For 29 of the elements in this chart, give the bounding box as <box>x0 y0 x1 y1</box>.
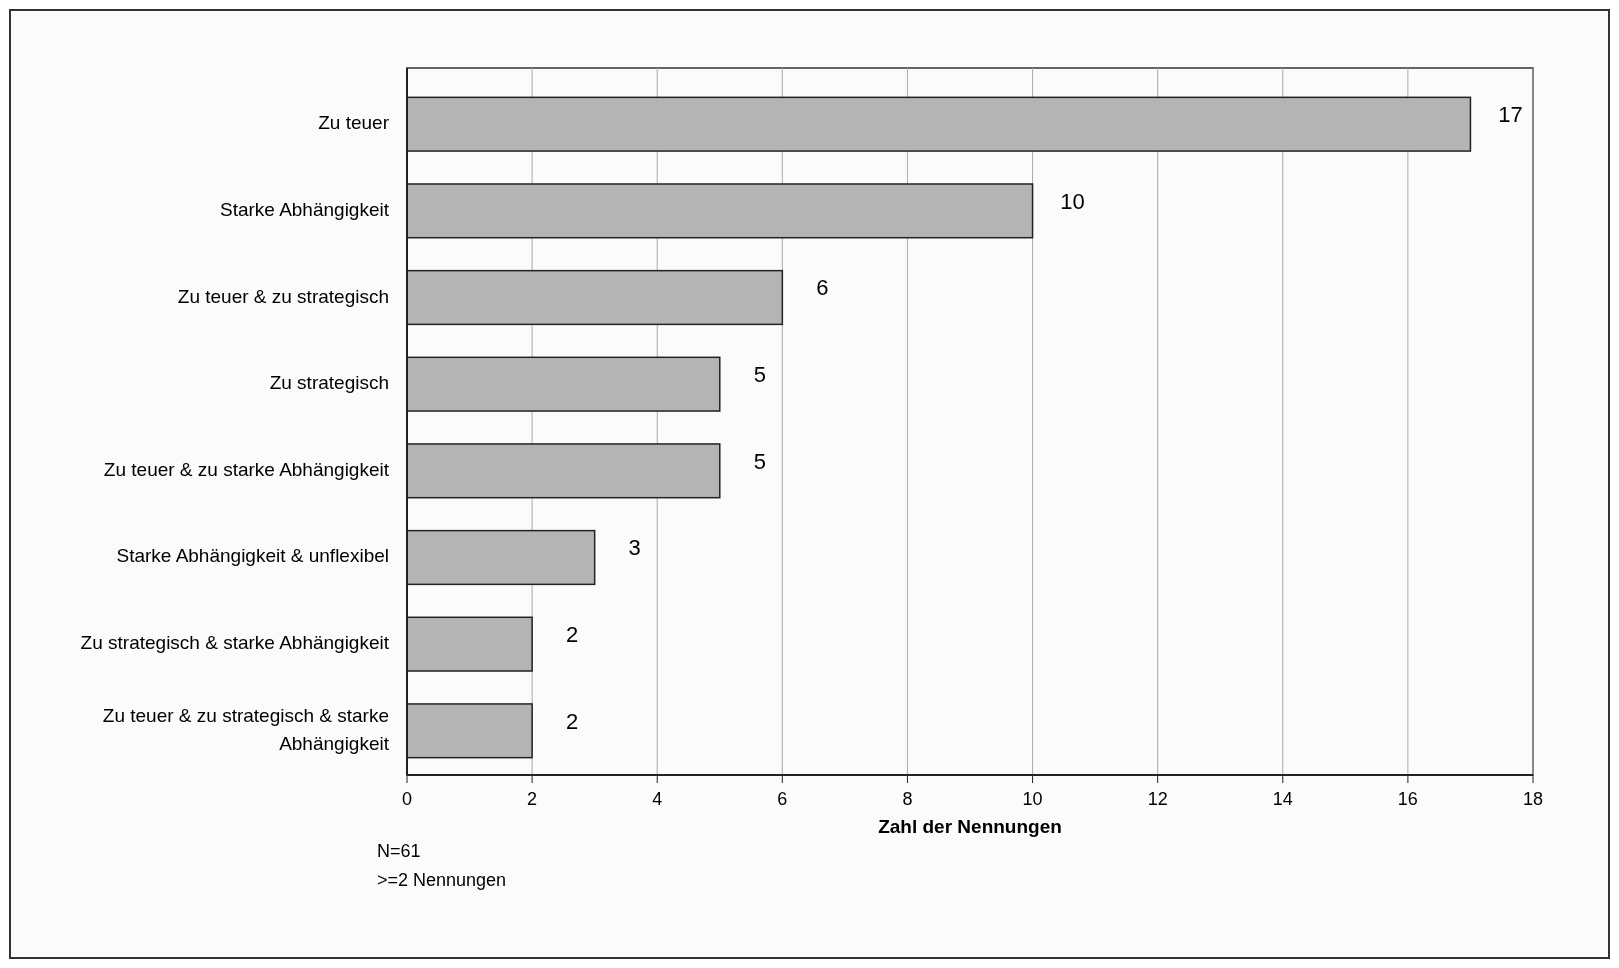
x-tick-label: 12 <box>1147 789 1168 809</box>
x-tick-label: 14 <box>1272 789 1293 809</box>
y-tick-label: Zu teuer & zu starke Abhängigkeit <box>103 458 390 480</box>
data-label: 10 <box>1060 188 1085 214</box>
text: N=61 <box>377 841 421 861</box>
text: >=2 Nennungen <box>377 870 507 890</box>
data-label: 5 <box>753 448 766 474</box>
y-tick-label: Zu strategisch & starke Abhängigkeit <box>80 632 390 654</box>
x-tick-label: 2 <box>527 789 538 809</box>
x-axis-title: Zahl der Nennungen <box>878 816 1062 837</box>
x-tick-label: 16 <box>1397 789 1418 809</box>
x-tick-label: 0 <box>401 789 413 809</box>
y-tick-label: Starke Abhängigkeit & unflexibel <box>116 545 389 567</box>
data-label: 6 <box>816 275 829 301</box>
y-tick-label: Zu strategisch <box>269 372 389 394</box>
data-label: 3 <box>628 535 641 561</box>
data-label: 2 <box>565 621 579 647</box>
y-tick-label: Zu teuer & zu strategisch & starke Abhängigkeit <box>102 704 390 754</box>
data-label: 5 <box>753 361 766 387</box>
y-tick-label: Zu teuer & zu strategisch <box>177 285 389 307</box>
x-tick-label: 6 <box>777 789 788 809</box>
y-tick-label: Zu teuer <box>318 112 390 134</box>
x-tick-label: 18 <box>1522 789 1544 809</box>
y-tick-label: Starke Abhängigkeit <box>219 198 390 220</box>
x-tick-label: 8 <box>902 789 913 809</box>
x-tick-label: 10 <box>1022 789 1043 809</box>
data-label: 17 <box>1498 102 1523 128</box>
x-tick-label: 4 <box>652 789 663 809</box>
data-label: 2 <box>565 708 579 734</box>
